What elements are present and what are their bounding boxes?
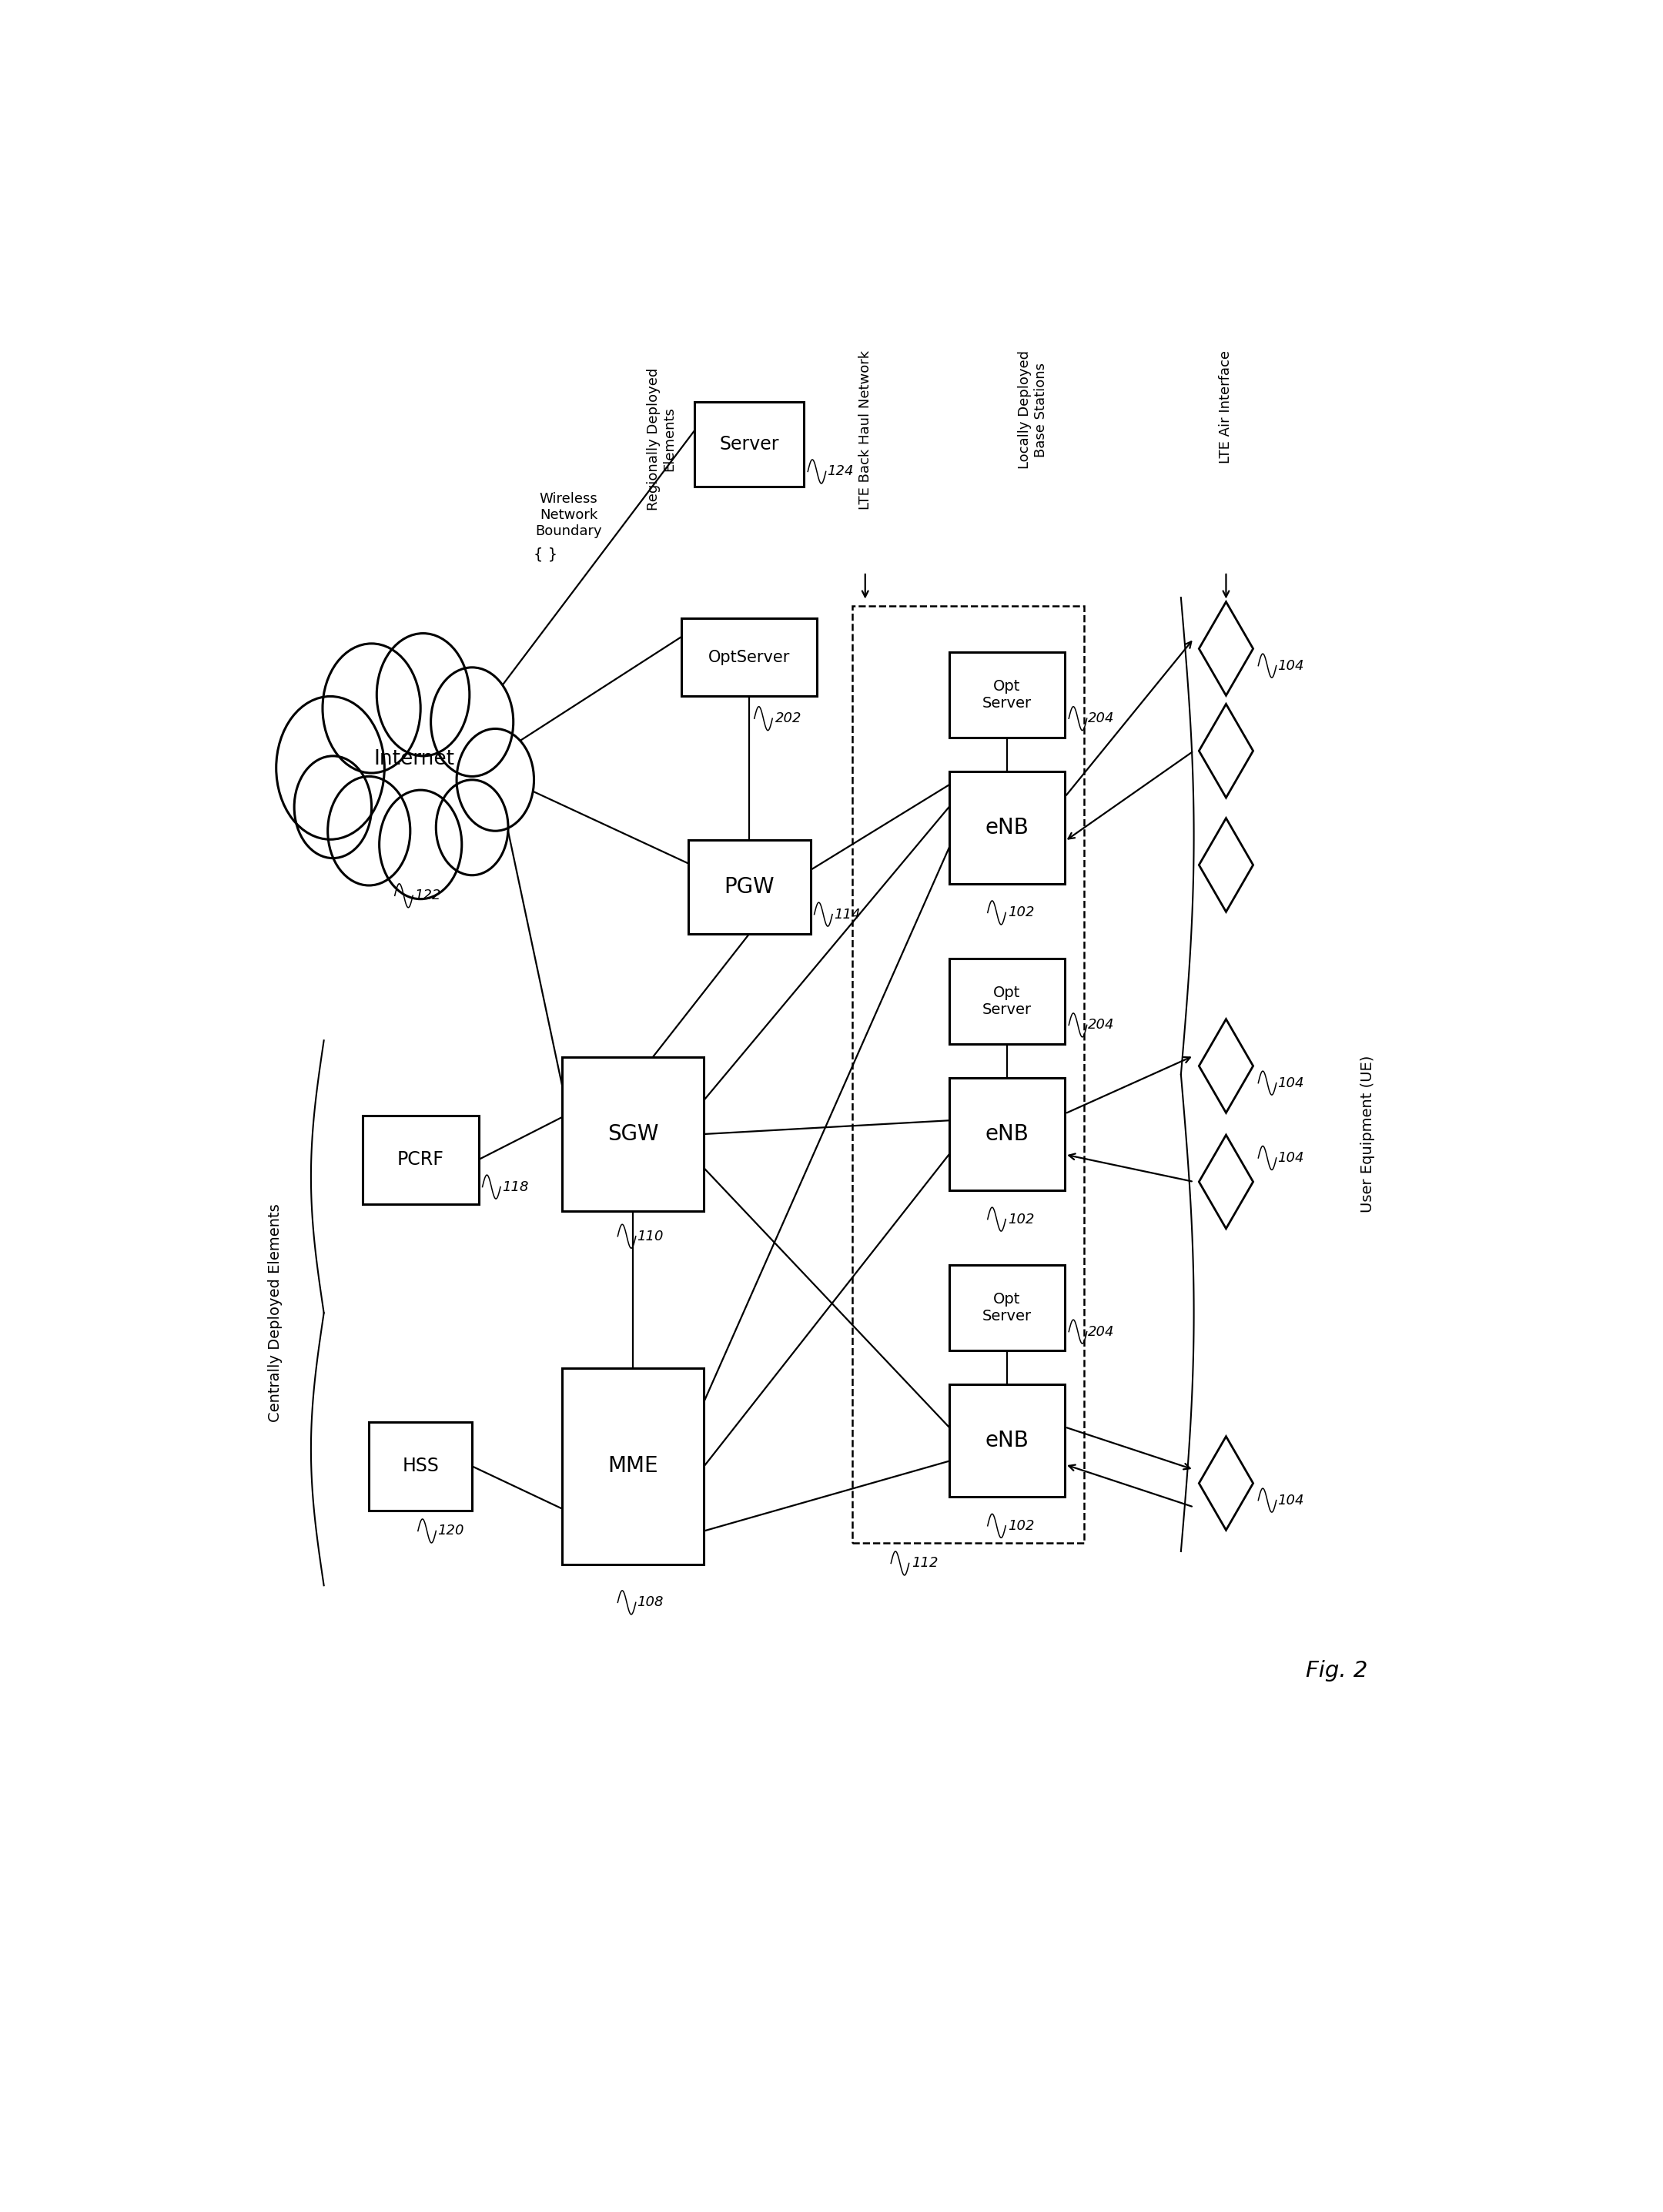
Bar — [682, 617, 817, 697]
Bar — [562, 1057, 703, 1210]
Text: SGW: SGW — [607, 1124, 659, 1146]
Text: eNB: eNB — [984, 816, 1029, 838]
Text: Opt
Server: Opt Server — [983, 1292, 1031, 1323]
Circle shape — [379, 790, 462, 898]
Bar — [562, 1369, 703, 1564]
Bar — [369, 1422, 472, 1511]
Bar — [950, 958, 1064, 1044]
Text: Opt
Server: Opt Server — [983, 987, 1031, 1018]
Bar — [950, 772, 1064, 885]
Bar — [950, 653, 1064, 737]
Text: Centrally Deployed Elements: Centrally Deployed Elements — [268, 1203, 283, 1422]
Text: Internet: Internet — [374, 750, 454, 770]
Text: Wireless
Network
Boundary: Wireless Network Boundary — [535, 491, 602, 538]
Text: 118: 118 — [502, 1179, 529, 1194]
Bar — [363, 1115, 479, 1203]
Text: 102: 102 — [1008, 1520, 1034, 1533]
Text: 110: 110 — [637, 1230, 664, 1243]
Text: Regionally Deployed
Elements: Regionally Deployed Elements — [647, 367, 677, 511]
Bar — [950, 1385, 1064, 1498]
Text: 204: 204 — [1088, 1325, 1114, 1338]
Bar — [853, 606, 1084, 1544]
Text: PGW: PGW — [723, 876, 775, 898]
Text: 124: 124 — [827, 465, 853, 478]
Text: 204: 204 — [1088, 1018, 1114, 1033]
Text: { }: { } — [534, 546, 557, 562]
Circle shape — [436, 781, 509, 876]
Circle shape — [276, 697, 384, 838]
Text: Opt
Server: Opt Server — [983, 679, 1031, 710]
Circle shape — [431, 668, 514, 776]
Text: 114: 114 — [833, 907, 860, 922]
Circle shape — [457, 728, 534, 832]
Text: 202: 202 — [775, 712, 802, 726]
Text: 112: 112 — [911, 1557, 938, 1571]
Text: 122: 122 — [414, 889, 441, 902]
Text: 104: 104 — [1277, 1493, 1304, 1506]
Circle shape — [328, 776, 411, 885]
Text: LTE Back Haul Network: LTE Back Haul Network — [858, 349, 871, 511]
Circle shape — [378, 633, 469, 757]
Text: 102: 102 — [1008, 905, 1034, 920]
Text: 104: 104 — [1277, 659, 1304, 672]
Text: 102: 102 — [1008, 1212, 1034, 1225]
Text: 204: 204 — [1088, 712, 1114, 726]
Text: HSS: HSS — [402, 1458, 439, 1475]
Circle shape — [294, 757, 371, 858]
Text: Fig. 2: Fig. 2 — [1305, 1659, 1369, 1681]
Bar — [950, 1265, 1064, 1349]
Text: 104: 104 — [1277, 1150, 1304, 1166]
Text: User Equipment (UE): User Equipment (UE) — [1360, 1055, 1375, 1212]
Text: PCRF: PCRF — [397, 1150, 444, 1168]
Text: eNB: eNB — [984, 1429, 1029, 1451]
Text: 104: 104 — [1277, 1075, 1304, 1091]
Text: MME: MME — [609, 1455, 659, 1478]
Text: Server: Server — [720, 436, 778, 453]
Text: LTE Air Interface: LTE Air Interface — [1219, 349, 1232, 465]
Bar — [688, 841, 810, 933]
Bar — [695, 403, 803, 487]
Text: 120: 120 — [437, 1524, 464, 1537]
Text: Locally Deployed
Base Stations: Locally Deployed Base Stations — [1018, 349, 1048, 469]
Text: eNB: eNB — [984, 1124, 1029, 1146]
Bar — [950, 1077, 1064, 1190]
Text: 108: 108 — [637, 1595, 664, 1610]
Circle shape — [323, 644, 421, 772]
Text: OptServer: OptServer — [708, 650, 790, 666]
